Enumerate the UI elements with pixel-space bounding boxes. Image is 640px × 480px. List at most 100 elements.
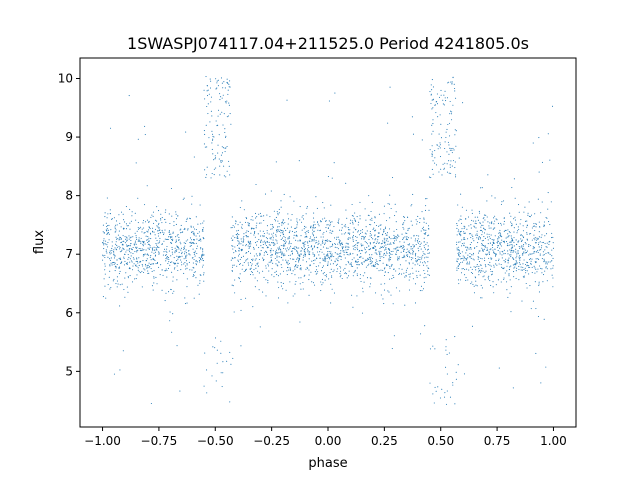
data-point: [513, 218, 515, 220]
data-point: [383, 229, 385, 231]
data-point: [166, 276, 168, 278]
data-point: [149, 263, 151, 265]
data-point: [429, 149, 431, 151]
data-point: [161, 217, 163, 219]
data-point: [282, 254, 284, 256]
data-point: [310, 271, 312, 273]
data-point: [511, 244, 513, 246]
data-point: [177, 234, 179, 236]
data-point: [360, 243, 362, 245]
data-point: [319, 220, 322, 222]
data-point: [176, 235, 178, 237]
data-point: [448, 122, 451, 124]
data-point: [116, 259, 118, 261]
data-point: [288, 231, 290, 233]
data-point: [120, 238, 122, 241]
data-point: [153, 231, 155, 233]
data-point: [513, 267, 515, 269]
data-point: [501, 250, 503, 252]
data-point: [524, 220, 527, 222]
data-point: [360, 280, 362, 283]
data-point: [480, 257, 482, 259]
data-point: [512, 257, 514, 259]
data-point: [471, 272, 474, 274]
data-point: [332, 270, 334, 273]
data-point: [384, 241, 386, 243]
data-point: [250, 265, 253, 267]
data-point: [486, 236, 489, 238]
data-point: [256, 280, 258, 282]
data-point: [193, 239, 196, 241]
data-point: [530, 263, 532, 265]
data-point: [286, 247, 289, 249]
data-point: [438, 145, 440, 147]
data-point: [552, 242, 554, 244]
data-point: [249, 273, 252, 276]
data-point: [136, 257, 138, 259]
data-point: [132, 236, 134, 238]
data-point: [195, 235, 197, 237]
data-point: [233, 257, 236, 259]
data-point: [393, 268, 395, 270]
data-point: [201, 230, 203, 232]
data-point: [295, 264, 297, 266]
data-point: [545, 267, 547, 269]
data-point: [352, 234, 355, 237]
data-point: [130, 242, 132, 245]
data-point: [325, 220, 327, 223]
data-point: [307, 245, 309, 247]
data-point: [405, 232, 407, 234]
data-point: [541, 201, 543, 203]
data-point: [300, 221, 303, 223]
data-point: [325, 276, 328, 278]
data-point: [443, 167, 445, 169]
data-point: [463, 244, 465, 246]
data-point: [280, 206, 282, 208]
data-point: [196, 261, 198, 263]
data-point: [240, 238, 242, 240]
data-point: [313, 227, 315, 229]
data-point: [250, 271, 252, 273]
data-point: [490, 270, 492, 273]
data-point: [432, 99, 434, 101]
data-point: [432, 119, 434, 121]
data-point: [110, 252, 112, 254]
data-point: [119, 247, 121, 249]
data-point: [465, 252, 467, 254]
data-point: [376, 236, 379, 238]
data-point: [272, 226, 274, 228]
data-point: [332, 244, 334, 246]
data-point: [260, 240, 262, 242]
data-point: [126, 263, 128, 265]
data-point: [375, 249, 377, 251]
data-point: [202, 251, 204, 253]
data-point: [414, 238, 417, 240]
data-point: [152, 249, 154, 251]
data-point: [105, 229, 107, 231]
data-point: [307, 230, 309, 232]
data-point: [510, 265, 512, 267]
data-point: [317, 271, 319, 273]
data-point: [423, 277, 425, 279]
data-point: [255, 267, 257, 269]
data-point: [470, 257, 472, 260]
data-point: [448, 81, 450, 83]
data-point: [109, 251, 111, 253]
data-point: [295, 261, 297, 263]
data-point: [144, 134, 146, 136]
data-point: [407, 251, 409, 253]
data-point: [143, 204, 146, 206]
data-point: [465, 279, 467, 282]
data-point: [423, 247, 426, 249]
data-point: [274, 271, 276, 273]
data-point: [534, 281, 536, 283]
data-point: [268, 241, 270, 243]
data-point: [374, 264, 376, 266]
data-point: [241, 268, 243, 270]
data-point: [366, 246, 368, 248]
data-point: [329, 272, 331, 274]
data-point: [356, 242, 358, 244]
data-point: [223, 175, 225, 177]
data-point: [507, 243, 509, 245]
data-point: [548, 261, 550, 263]
